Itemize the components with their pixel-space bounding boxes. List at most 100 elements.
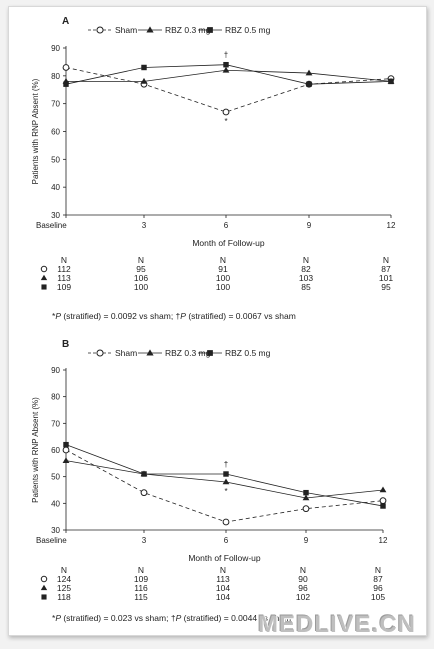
significance-mark: † — [224, 460, 228, 469]
n-table-cell: 103 — [299, 273, 313, 283]
x-axis-label: Month of Follow-up — [192, 238, 265, 248]
x-tick-label: 12 — [379, 536, 388, 545]
y-tick-label: 70 — [51, 419, 60, 428]
significance-mark: † — [224, 51, 228, 60]
n-table-cell: 113 — [216, 574, 230, 584]
x-tick-label: 9 — [307, 221, 312, 230]
n-table-cell: 96 — [373, 583, 383, 593]
n-table-cell: 90 — [298, 574, 308, 584]
n-table-header: N — [138, 255, 144, 265]
y-tick-label: 80 — [51, 72, 60, 81]
data-point — [140, 77, 148, 84]
n-table-cell: 82 — [301, 264, 311, 274]
data-point — [222, 66, 230, 73]
footnote: *P (stratified) = 0.023 vs sham; †P (str… — [52, 613, 291, 623]
legend-label: Sham — [115, 348, 137, 358]
data-point — [380, 503, 386, 509]
data-point — [222, 518, 230, 526]
n-table-header: N — [61, 565, 67, 575]
y-tick-label: 80 — [51, 393, 60, 402]
n-table-cell: 105 — [371, 592, 385, 602]
data-point — [222, 108, 230, 116]
n-table-cell: 104 — [216, 583, 230, 593]
n-table-cell: 87 — [373, 574, 383, 584]
x-tick-label: 9 — [304, 536, 309, 545]
n-table-header: N — [61, 255, 67, 265]
n-table-cell: 109 — [57, 282, 71, 292]
data-point — [62, 446, 70, 454]
watermark: MEDLIVE.CN — [257, 611, 416, 638]
n-table-cell: 100 — [216, 273, 230, 283]
n-table-header: N — [138, 565, 144, 575]
legend-label: Sham — [115, 25, 137, 35]
legend-marker — [96, 26, 104, 34]
data-point — [63, 441, 69, 448]
n-table-cell: 125 — [57, 583, 71, 593]
x-axis-label: Month of Follow-up — [188, 553, 261, 563]
n-table-marker — [40, 575, 48, 583]
n-table-cell: 87 — [381, 264, 391, 274]
legend-marker — [207, 27, 213, 33]
n-table-header: N — [220, 255, 226, 265]
n-table-cell: 100 — [216, 282, 230, 292]
y-tick-label: 90 — [51, 366, 60, 375]
n-table-cell: 118 — [57, 592, 71, 602]
legend-label: RBZ 0.5 mg — [225, 25, 271, 35]
significance-mark: * — [224, 117, 227, 126]
legend-marker — [146, 26, 154, 33]
n-table-cell: 95 — [136, 264, 146, 274]
y-tick-label: 70 — [51, 100, 60, 109]
data-point — [306, 81, 312, 87]
legend-label: RBZ 0.3 mg — [165, 348, 211, 358]
data-point — [141, 471, 147, 477]
n-table-header: N — [375, 565, 381, 575]
n-table-header: N — [383, 255, 389, 265]
y-tick-label: 90 — [51, 44, 60, 53]
n-table-cell: 124 — [57, 574, 71, 584]
figure-card — [8, 6, 427, 636]
data-point — [223, 471, 229, 477]
y-tick-label: 60 — [51, 128, 60, 137]
n-table-header: N — [303, 255, 309, 265]
y-tick-label: 40 — [51, 183, 60, 192]
data-point — [222, 478, 230, 485]
n-table-cell: 85 — [301, 282, 311, 292]
n-table-cell: 106 — [134, 273, 148, 283]
legend-label: RBZ 0.5 mg — [225, 348, 271, 358]
data-point — [379, 497, 387, 505]
data-point — [303, 489, 309, 496]
data-point — [302, 505, 310, 513]
n-table-header: N — [300, 565, 306, 575]
n-table-cell: 115 — [134, 592, 148, 602]
n-table-cell: 102 — [296, 592, 310, 602]
n-table-marker — [40, 584, 48, 591]
x-tick-label: 3 — [142, 536, 147, 545]
y-tick-label: 30 — [51, 211, 60, 220]
x-tick-label: 12 — [387, 221, 396, 230]
data-point — [63, 81, 69, 87]
legend-label: RBZ 0.3 mg — [165, 25, 211, 35]
data-point — [305, 69, 313, 76]
panel-label: B — [62, 339, 69, 350]
n-table-cell: 95 — [381, 282, 391, 292]
n-table-marker — [40, 274, 48, 281]
n-table-cell: 100 — [134, 282, 148, 292]
n-table-cell: 116 — [134, 583, 148, 593]
legend-marker — [96, 349, 104, 357]
x-tick-label: Baseline — [36, 536, 67, 545]
data-point — [140, 489, 148, 497]
y-axis-label: Patients with RNP Absent (%) — [31, 397, 40, 503]
y-tick-label: 60 — [51, 446, 60, 455]
data-point — [141, 64, 147, 71]
data-point — [302, 494, 310, 501]
footnote: *P (stratified) = 0.0092 vs sham; †P (st… — [52, 311, 296, 321]
n-table-cell: 101 — [379, 273, 393, 283]
y-tick-label: 40 — [51, 499, 60, 508]
x-tick-label: 6 — [224, 536, 229, 545]
data-point — [379, 486, 387, 493]
data-point — [388, 78, 394, 85]
n-table-cell: 91 — [218, 264, 228, 274]
n-table-cell: 96 — [298, 583, 308, 593]
y-tick-label: 50 — [51, 155, 60, 164]
